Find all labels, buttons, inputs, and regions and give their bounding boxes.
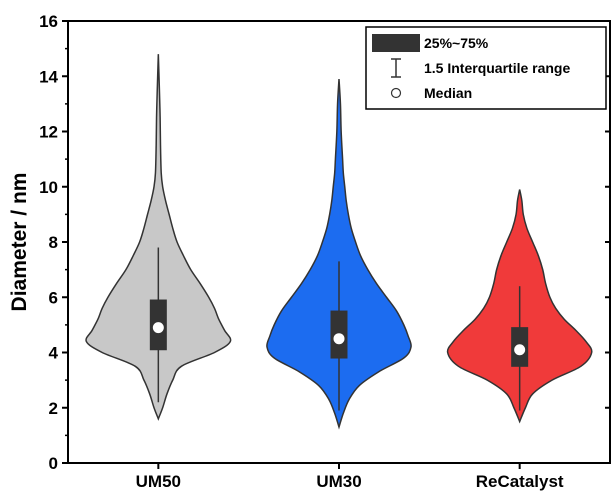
legend-median-swatch bbox=[390, 87, 402, 99]
violins-group bbox=[85, 54, 593, 430]
x-tick-label: ReCatalyst bbox=[476, 472, 564, 491]
y-tick-label: 2 bbox=[49, 399, 58, 418]
median-marker-um30 bbox=[333, 333, 345, 345]
legend-label: 25%~75% bbox=[424, 35, 489, 51]
y-axis-title: Diameter / nm bbox=[8, 173, 31, 312]
y-tick-label: 0 bbox=[49, 454, 58, 473]
legend-label: 1.5 Interquartile range bbox=[424, 60, 570, 76]
x-tick-label: UM30 bbox=[316, 472, 361, 491]
y-tick-label: 4 bbox=[49, 344, 59, 363]
x-ticks-group: UM50 UM30 ReCatalyst bbox=[136, 463, 564, 491]
plot-frame bbox=[67, 20, 611, 464]
legend-box-swatch bbox=[372, 34, 420, 52]
y-tick-label: 12 bbox=[39, 123, 58, 142]
legend: 25%~75% 1.5 Interquartile range Median bbox=[365, 26, 607, 110]
y-tick-label: 10 bbox=[39, 178, 58, 197]
y-tick-label: 14 bbox=[39, 67, 58, 86]
violin-um50 bbox=[85, 54, 232, 421]
y-tick-label: 6 bbox=[49, 288, 58, 307]
violin-um30 bbox=[266, 78, 412, 430]
median-marker-recatalyst bbox=[514, 344, 526, 356]
y-tick-label: 16 bbox=[39, 12, 58, 31]
y-tick-label: 8 bbox=[49, 233, 58, 252]
x-tick-label: UM50 bbox=[136, 472, 181, 491]
legend-label: Median bbox=[424, 85, 472, 101]
median-marker-um50 bbox=[152, 322, 164, 334]
